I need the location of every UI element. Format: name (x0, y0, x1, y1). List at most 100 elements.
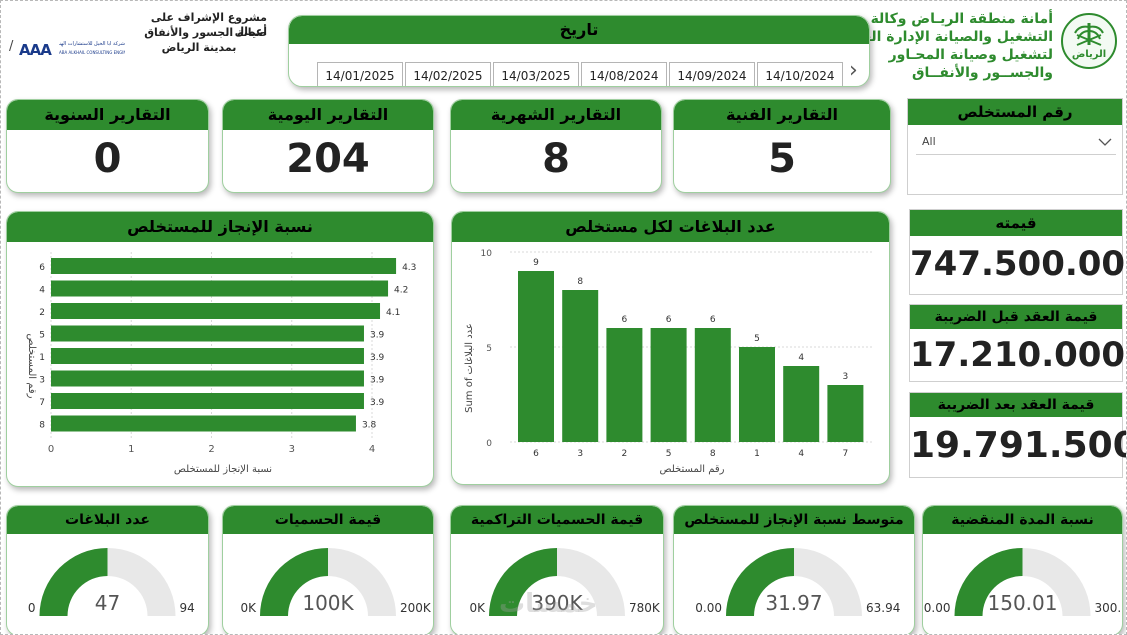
progress-bar-chart: رقم المستخلص نسبة الإنجاز للمستخلص 0 1 2 3 4… (26, 252, 416, 475)
reports-chart-ylabel: Sum of عدد البلاغات (464, 323, 475, 413)
bar[interactable] (739, 347, 775, 442)
gauge: 47 0 94 (28, 548, 195, 616)
y-tick-label: 2 (39, 308, 45, 318)
contract-before-tax-card: قيمة العقد قبل الضريبة 17.210.000 (909, 304, 1126, 382)
kpi-monthly-reports: التقارير الشهرية 8 (450, 99, 662, 193)
data-label: 6 (622, 315, 628, 325)
gauge-max: 780K (629, 601, 661, 615)
logo-text: الرياض (1071, 49, 1107, 60)
gauge-min: 0.00 (695, 601, 722, 615)
kpi-value: 204 (286, 136, 370, 182)
value-amount: 17.210.000 (910, 335, 1126, 375)
gauge-card: قيمة الحسميات التراكمية 390K 0K 780K (450, 505, 664, 634)
date-chip[interactable]: 14/10/2024 (757, 62, 843, 86)
y-tick-label: 10 (481, 249, 493, 259)
separator: / (9, 39, 14, 54)
date-chip[interactable]: 14/08/2024 (581, 62, 667, 86)
bar[interactable] (518, 271, 554, 442)
palm-emblem-icon (1074, 23, 1104, 46)
kpi-annual-reports: التقارير السنوية 0 (6, 99, 209, 193)
reports-bar-chart: Sum of عدد البلاغات رقم المستخلص 0 5 10 9 6 8… (464, 249, 872, 475)
chevron-right-icon[interactable]: › (849, 58, 858, 83)
y-tick-label: 4 (39, 286, 45, 296)
y-tick-label: 3 (39, 376, 45, 386)
gauge-card: عدد البلاغات 47 0 94 (6, 505, 209, 634)
date-chip[interactable]: 14/03/2025 (493, 62, 579, 86)
data-label: 8 (577, 277, 583, 287)
value-amount: 19.791.500 (910, 425, 1127, 466)
consultant-name-en: ABA ALKHAIL CONSULTING ENGINEERS CO. (59, 50, 125, 55)
gauge-max: 94 (180, 601, 195, 615)
date-chip[interactable]: 14/09/2024 (669, 62, 755, 86)
gauge-value: 150.01 (988, 591, 1058, 615)
gauge-min: 0K (469, 601, 486, 615)
bar[interactable] (783, 366, 820, 442)
consultant-name-ar: شركة أبا الخيل للاستشارات الهندسية (59, 41, 125, 47)
watermark: خمسات (499, 589, 598, 619)
org-name-line2: التشغيل والصيانة الإدارة العامة (841, 29, 1053, 45)
progress-chart-card: نسبة الإنجاز للمستخلص رقم المستخلص نسبة … (6, 211, 434, 487)
extract-filter-dropdown[interactable]: All (916, 129, 1116, 155)
gauge-value: 31.97 (765, 591, 822, 615)
amanah-logo: الرياض (1061, 13, 1117, 69)
data-label: 3.9 (370, 331, 385, 341)
bar[interactable] (827, 385, 864, 442)
data-label: 4.1 (386, 308, 400, 318)
gauge-value: 390K (531, 591, 583, 615)
bar[interactable] (650, 328, 687, 442)
y-tick-label: 7 (39, 398, 45, 408)
bar[interactable] (51, 303, 381, 319)
x-tick-label: 1 (128, 444, 134, 455)
y-tick-label: 0 (486, 439, 492, 449)
gauge-max: 63.94 (866, 601, 900, 615)
data-label: 6 (710, 315, 716, 325)
progress-chart-title: نسبة الإنجاز للمستخلص (7, 212, 433, 242)
bar[interactable] (51, 258, 397, 274)
y-tick-label: 8 (39, 421, 45, 431)
bar[interactable] (606, 328, 643, 442)
y-tick-label: 5 (486, 344, 492, 354)
date-chip[interactable]: 14/02/2025 (405, 62, 491, 86)
kpi-technical-reports: التقارير الفنية 5 (673, 99, 891, 193)
data-label: 4.2 (394, 286, 408, 296)
x-tick-label: 4 (369, 444, 375, 455)
bar[interactable] (51, 325, 364, 342)
date-slicer: تاريخ 14/01/2025 14/02/2025 14/03/2025 1… (288, 15, 870, 87)
bar[interactable] (694, 328, 731, 442)
data-label: 9 (533, 258, 539, 268)
gauge-value: 100K (302, 591, 354, 615)
x-tick-label: 5 (666, 449, 672, 459)
gauge-label: قيمة الحسميات التراكمية (451, 506, 663, 534)
y-tick-label: 1 (39, 353, 45, 363)
bar[interactable] (51, 393, 364, 409)
gauge-min: 0K (240, 601, 257, 615)
gauge-fill (489, 548, 557, 616)
date-slicer-title: تاريخ (289, 16, 869, 44)
kpi-value: 8 (542, 136, 570, 182)
reports-chart-card: عدد البلاغات لكل مستخلص Sum of عدد البلا… (451, 211, 890, 485)
consultant-logo: AAA (19, 41, 52, 59)
value-label: قيمته (910, 210, 1122, 236)
data-label: 3.9 (370, 398, 385, 408)
date-chip[interactable]: 14/01/2025 (317, 62, 403, 86)
bar[interactable] (51, 348, 364, 364)
gauge-label: متوسط نسبة الإنجاز للمستخلص (674, 506, 914, 534)
bar[interactable] (51, 415, 356, 432)
org-name-line1: أمانة منطقة الريـاض وكالة (870, 11, 1053, 27)
data-label: 3 (843, 372, 849, 382)
kpi-value: 5 (768, 136, 796, 182)
value-amount: 747.500.00 (910, 244, 1126, 284)
gauge-label: قيمة الحسميات (223, 506, 433, 534)
bar[interactable] (51, 370, 364, 387)
chevron-down-icon (1098, 138, 1112, 146)
gauge-min: 0.00 (924, 601, 951, 615)
x-tick-label: 0 (48, 444, 54, 455)
project-title-line3: بمدينة الرياض (161, 41, 237, 54)
gauge-label: عدد البلاغات (7, 506, 208, 534)
kpi-value: 0 (93, 136, 122, 182)
reports-chart-title: عدد البلاغات لكل مستخلص (452, 212, 889, 242)
y-tick-label: 5 (39, 331, 45, 341)
gauge-card: متوسط نسبة الإنجاز للمستخلص 31.97 0.00 63.… (673, 505, 915, 634)
bar[interactable] (562, 290, 599, 442)
bar[interactable] (51, 280, 389, 297)
